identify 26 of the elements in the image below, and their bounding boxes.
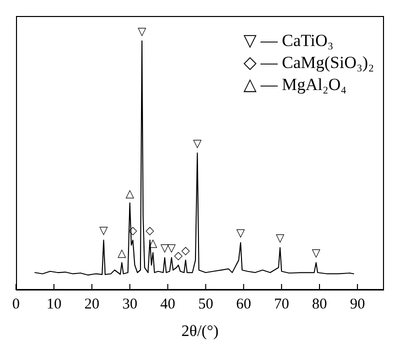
x-tick-label: 20 (84, 296, 100, 313)
annotation: ◇ (181, 244, 190, 258)
annotation: ▽ (236, 226, 246, 240)
annotation: ▽ (160, 242, 170, 255)
x-tick-label: 0 (12, 296, 20, 313)
annotation: △ (118, 246, 127, 260)
annotation: ▽ (193, 137, 202, 150)
x-tick-label: 40 (160, 296, 176, 313)
x-tick-label: 90 (350, 296, 365, 313)
x-axis-title: 2θ/(°) (181, 323, 219, 340)
x-tick-label: 70 (274, 296, 290, 313)
x-tick-label: 30 (122, 296, 138, 313)
annotation: ▽ (99, 224, 108, 238)
x-tick-label: 80 (312, 296, 328, 313)
x-tick-label: 10 (46, 296, 62, 313)
annotation: ▽ (167, 242, 176, 255)
annotation: ◇ — CaMg(SiO₃)₂ (243, 52, 374, 74)
annotation: ▽ — CaTiO₃ (243, 30, 334, 52)
annotation: ▽ (276, 232, 285, 245)
x-tick-label: 50 (198, 296, 214, 313)
annotation: ◇ (146, 224, 155, 238)
annotation: △ — MgAl₂O₄ (243, 74, 348, 96)
x-tick-label: 60 (236, 296, 252, 313)
annotation: △ (126, 186, 135, 200)
annotation: ▽ (312, 246, 321, 260)
annotation: ▽ (138, 24, 147, 38)
